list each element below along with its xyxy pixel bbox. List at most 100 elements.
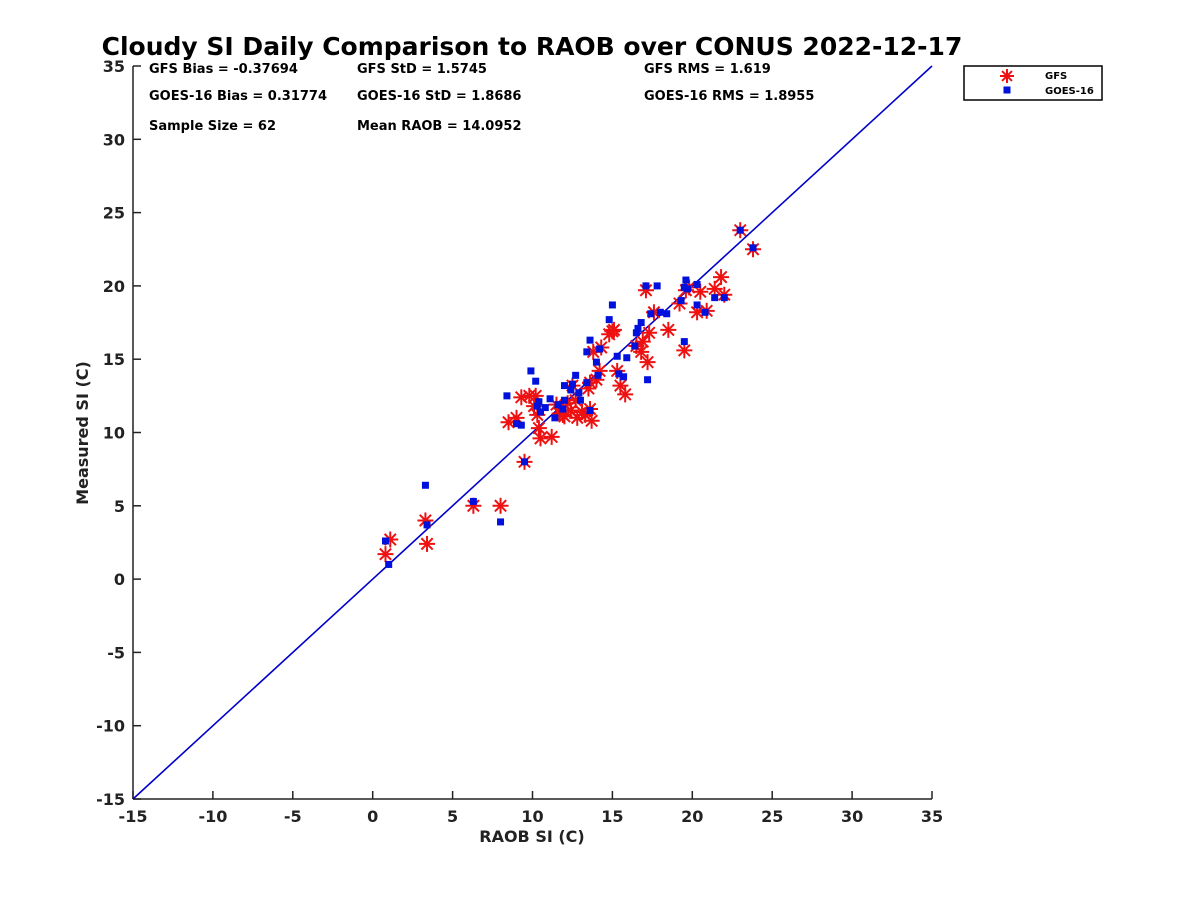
y-axis-label: Measured SI (C) xyxy=(73,361,92,505)
plot-area: -15 -10 -5 0 5 10 15 20 25 30 35 -15 -10 -5 0 5 10 15 20 25… xyxy=(96,57,943,826)
goes-16-point xyxy=(637,319,645,327)
goes-16-point xyxy=(656,308,664,316)
legend-marker-goes xyxy=(1003,86,1011,94)
legend-marker-gfs xyxy=(1000,69,1014,83)
gfs-point xyxy=(660,321,677,338)
x-tick-label: 20 xyxy=(681,807,703,826)
y-tick-label: 25 xyxy=(103,204,125,223)
y-tick-label: 35 xyxy=(103,57,125,76)
goes-16-point xyxy=(693,280,701,288)
gfs-point xyxy=(639,354,656,371)
y-tick-label: 0 xyxy=(114,570,125,589)
goes-16-point xyxy=(711,294,719,302)
goes-16-point xyxy=(677,297,685,305)
gfs-point xyxy=(492,497,509,514)
y-tick-label: 10 xyxy=(103,424,125,443)
x-tick-label: 15 xyxy=(601,807,623,826)
gfs-point xyxy=(634,333,651,350)
goes-16-point xyxy=(720,294,728,302)
goes-16-point xyxy=(632,329,640,337)
goes-16-point xyxy=(423,521,431,529)
goes-16-point xyxy=(559,405,567,413)
gfs-point xyxy=(706,280,723,297)
stat-sample-size: Sample Size = 62 xyxy=(149,119,276,134)
x-tick-label: 0 xyxy=(367,807,378,826)
gfs-point xyxy=(532,430,549,447)
gfs-point xyxy=(554,406,571,423)
goes-16-point xyxy=(693,301,701,309)
goes-16-point xyxy=(592,358,600,366)
goes-16-point xyxy=(575,389,583,397)
x-tick-label: -5 xyxy=(284,807,302,826)
x-tick-label: -15 xyxy=(119,807,148,826)
stat-goes-bias: GOES-16 Bias = 0.31774 xyxy=(149,89,327,104)
goes-16-point xyxy=(644,376,652,384)
goes-16-point xyxy=(560,382,568,390)
x-tick-label: 35 xyxy=(921,807,943,826)
legend: GFS GOES-16 xyxy=(963,65,1103,101)
series-goes-16 xyxy=(381,226,757,568)
goes-16-point xyxy=(567,386,575,394)
goes-16-point xyxy=(513,420,521,428)
goes-16-point xyxy=(576,396,584,404)
goes-16-point xyxy=(385,560,393,568)
legend-label-goes: GOES-16 xyxy=(1045,86,1094,97)
goes-16-point xyxy=(521,458,529,466)
gfs-point xyxy=(583,412,600,429)
legend-label-gfs: GFS xyxy=(1045,71,1067,82)
goes-16-point xyxy=(653,282,661,290)
gfs-point xyxy=(543,428,560,445)
goes-16-point xyxy=(736,226,744,234)
goes-16-point xyxy=(605,316,613,324)
goes-16-point xyxy=(594,371,602,379)
goes-16-point xyxy=(421,481,429,489)
goes-16-point xyxy=(663,310,671,318)
goes-16-point xyxy=(583,348,591,356)
goes-16-point xyxy=(586,336,594,344)
stat-gfs-bias: GFS Bias = -0.37694 xyxy=(149,62,298,77)
goes-16-point xyxy=(572,371,580,379)
x-tick-label: 10 xyxy=(521,807,543,826)
y-tick-label: 20 xyxy=(103,277,125,296)
gfs-point xyxy=(641,324,658,341)
goes-16-point xyxy=(684,285,692,293)
y-tick-label: -10 xyxy=(96,717,125,736)
stat-gfs-std: GFS StD = 1.5745 xyxy=(357,62,487,77)
goes-16-point xyxy=(527,367,535,375)
goes-16-point xyxy=(554,401,562,409)
gfs-point xyxy=(530,420,547,437)
x-tick-label: 25 xyxy=(761,807,783,826)
stat-goes-std: GOES-16 StD = 1.8686 xyxy=(357,89,521,104)
stat-gfs-rms: GFS RMS = 1.619 xyxy=(644,62,771,77)
y-tick-label: -15 xyxy=(96,790,125,809)
goes-16-point xyxy=(536,408,544,416)
y-tick-label: 30 xyxy=(103,130,125,149)
legend-goes-square xyxy=(1003,86,1011,94)
goes-16-point xyxy=(583,379,591,387)
goes-16-point xyxy=(532,377,540,385)
goes-16-point xyxy=(503,392,511,400)
y-tick-label: 15 xyxy=(103,350,125,369)
goes-16-point xyxy=(613,352,621,360)
goes-16-point xyxy=(586,407,594,415)
goes-16-point xyxy=(620,373,628,381)
chart-title: Cloudy SI Daily Comparison to RAOB over … xyxy=(102,32,963,61)
goes-16-point xyxy=(642,282,650,290)
gfs-point xyxy=(713,269,730,286)
goes-16-point xyxy=(560,396,568,404)
goes-16-point xyxy=(533,402,541,410)
statistics-annotations: GFS Bias = -0.37694 GFS StD = 1.5745 GFS… xyxy=(149,62,814,134)
stat-goes-rms: GOES-16 RMS = 1.8955 xyxy=(644,89,814,104)
gfs-point xyxy=(604,323,621,340)
gfs-point xyxy=(419,535,436,552)
goes-16-point xyxy=(623,354,631,362)
goes-16-point xyxy=(381,537,389,545)
x-tick-label: 30 xyxy=(841,807,863,826)
goes-16-point xyxy=(541,404,549,412)
gfs-point xyxy=(382,531,399,548)
legend-gfs-asterisk xyxy=(1000,69,1014,83)
goes-16-point xyxy=(631,342,639,350)
y-tick-label: 5 xyxy=(114,497,125,516)
goes-16-point xyxy=(608,301,616,309)
gfs-point xyxy=(377,546,394,563)
